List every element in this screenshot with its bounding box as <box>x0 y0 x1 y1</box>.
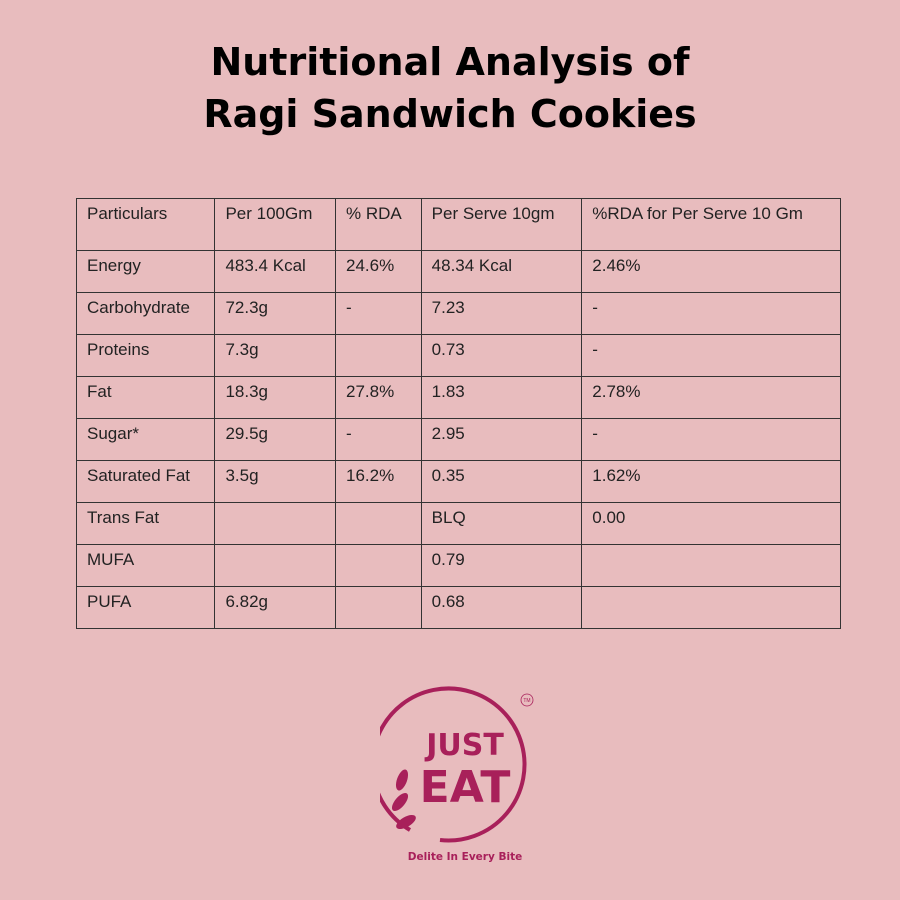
table-row: Trans Fat BLQ 0.00 <box>75 502 841 545</box>
title-line-1: Nutritional Analysis of <box>210 40 690 84</box>
table-cell: - <box>581 418 841 461</box>
table-cell: Proteins <box>75 334 216 377</box>
table-cell: - <box>334 292 422 335</box>
table-cell: 0.68 <box>420 586 583 629</box>
table-cell: - <box>581 292 841 335</box>
table-cell: Trans Fat <box>75 502 216 545</box>
table-cell <box>581 586 841 629</box>
table-cell: 7.23 <box>420 292 583 335</box>
table-cell: Saturated Fat <box>75 460 216 503</box>
title-line-2: Ragi Sandwich Cookies <box>203 92 697 136</box>
header-cell: Per Serve 10gm <box>420 198 583 251</box>
table-row: MUFA 0.79 <box>75 544 841 587</box>
table-cell <box>334 334 422 377</box>
logo-text-eat: EAT <box>420 762 511 813</box>
table-cell: 483.4 Kcal <box>214 250 336 293</box>
table-cell <box>214 502 336 545</box>
trademark: TM <box>523 698 530 704</box>
table-cell: BLQ <box>420 502 583 545</box>
table-cell: Sugar* <box>75 418 216 461</box>
table-row: Energy 483.4 Kcal 24.6% 48.34 Kcal 2.46% <box>75 250 841 293</box>
table-cell: 0.00 <box>581 502 841 545</box>
table-cell: Carbohydrate <box>75 292 216 335</box>
table-cell: MUFA <box>75 544 216 587</box>
table-row: Fat 18.3g 27.8% 1.83 2.78% <box>75 376 841 419</box>
logo-circle <box>380 686 527 843</box>
table-cell: PUFA <box>75 586 216 629</box>
table-cell: 27.8% <box>334 376 422 419</box>
logo-text-just: JUST <box>424 728 504 763</box>
table-cell: 6.82g <box>214 586 336 629</box>
table-cell: 0.73 <box>420 334 583 377</box>
table-cell: - <box>334 418 422 461</box>
table-cell: - <box>581 334 841 377</box>
table-cell <box>334 544 422 587</box>
leaf-icon <box>391 769 416 829</box>
table-cell <box>581 544 841 587</box>
table-cell <box>334 586 422 629</box>
table-cell: 0.79 <box>420 544 583 587</box>
table-cell: 16.2% <box>334 460 422 503</box>
table-cell: 2.78% <box>581 376 841 419</box>
header-cell: Particulars <box>75 198 216 251</box>
table-row: Proteins 7.3g 0.73- <box>75 334 841 377</box>
header-cell: %RDA for Per Serve 10 Gm <box>581 198 841 251</box>
table-row: Sugar* 29.5g -2.95- <box>75 418 841 461</box>
header-cell: % RDA <box>334 198 422 251</box>
table-cell: 2.95 <box>420 418 583 461</box>
table-header-row: Particulars Per 100Gm % RDA Per Serve 10… <box>75 198 841 251</box>
page-title: Nutritional Analysis of Ragi Sandwich Co… <box>0 36 900 140</box>
table-cell: 72.3g <box>214 292 336 335</box>
table-cell: 7.3g <box>214 334 336 377</box>
table-cell: Fat <box>75 376 216 419</box>
table-cell: 2.46% <box>581 250 841 293</box>
table-cell: 1.62% <box>581 460 841 503</box>
table-cell <box>334 502 422 545</box>
table-cell: 0.35 <box>420 460 583 503</box>
table-row: PUFA 6.82g 0.68 <box>75 586 841 629</box>
table-cell: 48.34 Kcal <box>420 250 583 293</box>
table-cell: 3.5g <box>214 460 336 503</box>
nutrition-table: Particulars Per 100Gm % RDA Per Serve 10… <box>75 198 841 629</box>
logo-tagline: Delite In Every Bite <box>408 851 522 863</box>
table-cell: Energy <box>75 250 216 293</box>
table-cell: 1.83 <box>420 376 583 419</box>
table-cell: 24.6% <box>334 250 422 293</box>
table-cell: 18.3g <box>214 376 336 419</box>
just-eat-logo: JUST EAT TM Delite In Every Bite <box>380 686 534 863</box>
table-cell: 29.5g <box>214 418 336 461</box>
table-row: Carbohydrate 72.3g -7.23- <box>75 292 841 335</box>
table-cell <box>214 544 336 587</box>
table-row: Saturated Fat 3.5g 16.2% 0.35 1.62% <box>75 460 841 503</box>
header-cell: Per 100Gm <box>214 198 336 251</box>
